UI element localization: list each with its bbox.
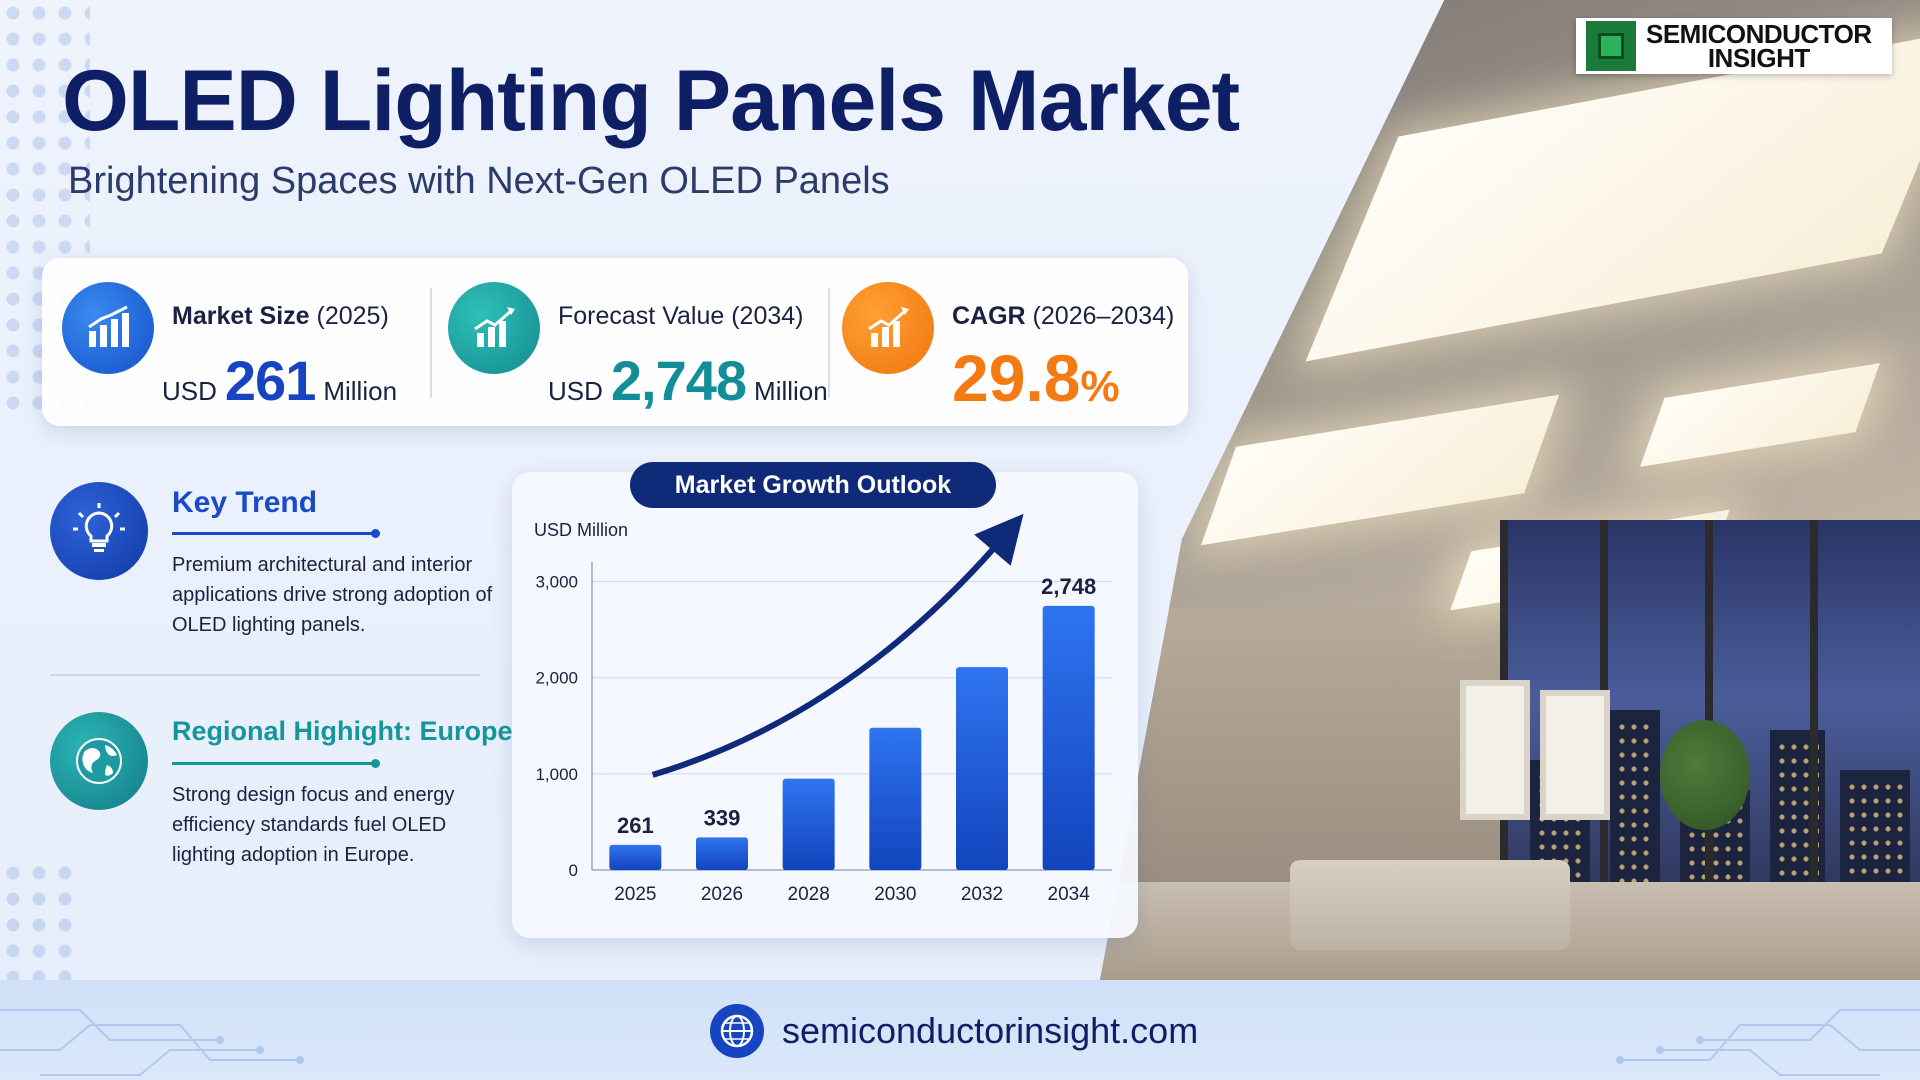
circuit-decoration-right xyxy=(1616,1009,1920,1076)
bar-2025 xyxy=(609,844,662,870)
x-tick-label: 2032 xyxy=(961,884,1003,905)
semiconductor-insight-logo: SEMICONDUCTOR INSIGHT xyxy=(1576,18,1892,74)
regional-heading: Regional Highight: Europe xyxy=(172,716,513,746)
logo-line-2: INSIGHT xyxy=(1707,43,1810,73)
bar-2028 xyxy=(782,778,835,870)
kpi-divider xyxy=(430,288,432,398)
market-growth-chart: USD Million 0 1,000 2,000 3,000 2025 261 2026 33… xyxy=(534,513,1112,905)
wall-art-2 xyxy=(1540,690,1610,820)
x-tick-label: 2030 xyxy=(874,884,916,905)
kpi-market-size: Market Size (2025) USD 261 Million xyxy=(62,274,432,414)
regional-body: Strong design focus and energy efficienc… xyxy=(172,784,455,866)
footer xyxy=(0,980,1920,1080)
kpi-label-rest: (2025) xyxy=(309,302,389,330)
website-link[interactable]: semiconductorinsight.com xyxy=(710,1004,1198,1058)
globe-icon xyxy=(710,1004,764,1058)
growth-arrow xyxy=(651,513,1024,778)
wall-art-1 xyxy=(1460,680,1530,820)
kpi-divider xyxy=(828,288,830,398)
growth-chart-icon xyxy=(448,282,540,374)
bar-2026 xyxy=(696,837,748,870)
y-tick-label: 2,000 xyxy=(535,669,578,688)
y-axis-label: USD Million xyxy=(534,520,628,540)
kpi-forecast-label: Forecast Value (2034) xyxy=(558,302,804,330)
kpi-forecast: Forecast Value (2034) USD 2,748 Million xyxy=(448,274,828,414)
bar-2032 xyxy=(956,667,1008,870)
kpi-forecast-value: 2,748 xyxy=(610,349,747,412)
lightbulb-icon xyxy=(50,482,148,580)
kpi-unit: Million xyxy=(323,376,398,406)
decorative-dots-bottom xyxy=(0,860,80,990)
plant xyxy=(1660,720,1750,830)
bar-2030 xyxy=(869,727,922,870)
y-tick-label: 0 xyxy=(569,861,578,880)
chip-icon xyxy=(1586,21,1636,71)
kpi-label-bold: Market Size xyxy=(172,302,310,330)
trend-up-icon xyxy=(842,282,934,374)
key-trend-body: Premium architectural and interior appli… xyxy=(172,554,493,636)
heading-rule xyxy=(172,759,380,768)
x-tick-label: 2025 xyxy=(614,884,656,905)
key-trend-heading: Key Trend xyxy=(172,486,318,519)
kpi-prefix: USD xyxy=(548,376,603,406)
kpi-market-size-value: 261 xyxy=(224,349,316,412)
page-subtitle: Brightening Spaces with Next-Gen OLED Pa… xyxy=(68,160,890,202)
kpi-cagr-value: 29.8 xyxy=(952,341,1081,415)
sofa xyxy=(1290,860,1570,950)
kpi-unit: Million xyxy=(754,376,828,406)
y-tick-label: 3,000 xyxy=(535,573,578,592)
x-tick-label: 2026 xyxy=(701,884,743,905)
divider xyxy=(50,674,480,676)
page-title: OLED Lighting Panels Market xyxy=(62,53,1240,149)
chart-title: Market Growth Outlook xyxy=(630,462,996,508)
data-label-2034: 2,748 xyxy=(1041,574,1096,599)
kpi-card: Market Size (2025) USD 261 Million Forec… xyxy=(42,258,1188,426)
kpi-label-rest: (2026–2034) xyxy=(1025,302,1175,330)
kpi-label-bold: CAGR xyxy=(952,302,1026,330)
kpi-cagr: CAGR (2026–2034) 29.8% xyxy=(842,274,1182,415)
bar-2034 xyxy=(1042,605,1095,870)
logo-line-1: SEMICONDUCTOR xyxy=(1646,19,1872,49)
kpi-prefix: USD xyxy=(162,376,217,406)
globe-icon xyxy=(50,712,148,810)
kpi-cagr-unit: % xyxy=(1080,362,1120,411)
data-label-2026: 339 xyxy=(704,805,741,830)
y-tick-label: 1,000 xyxy=(535,765,578,784)
website-url[interactable]: semiconductorinsight.com xyxy=(782,1010,1199,1051)
heading-rule xyxy=(172,529,380,538)
bar-chart-icon xyxy=(62,282,154,374)
data-label-2025: 261 xyxy=(617,813,654,838)
circuit-decoration-left xyxy=(0,1009,304,1076)
x-tick-label: 2034 xyxy=(1048,884,1091,905)
x-tick-label: 2028 xyxy=(788,884,830,905)
